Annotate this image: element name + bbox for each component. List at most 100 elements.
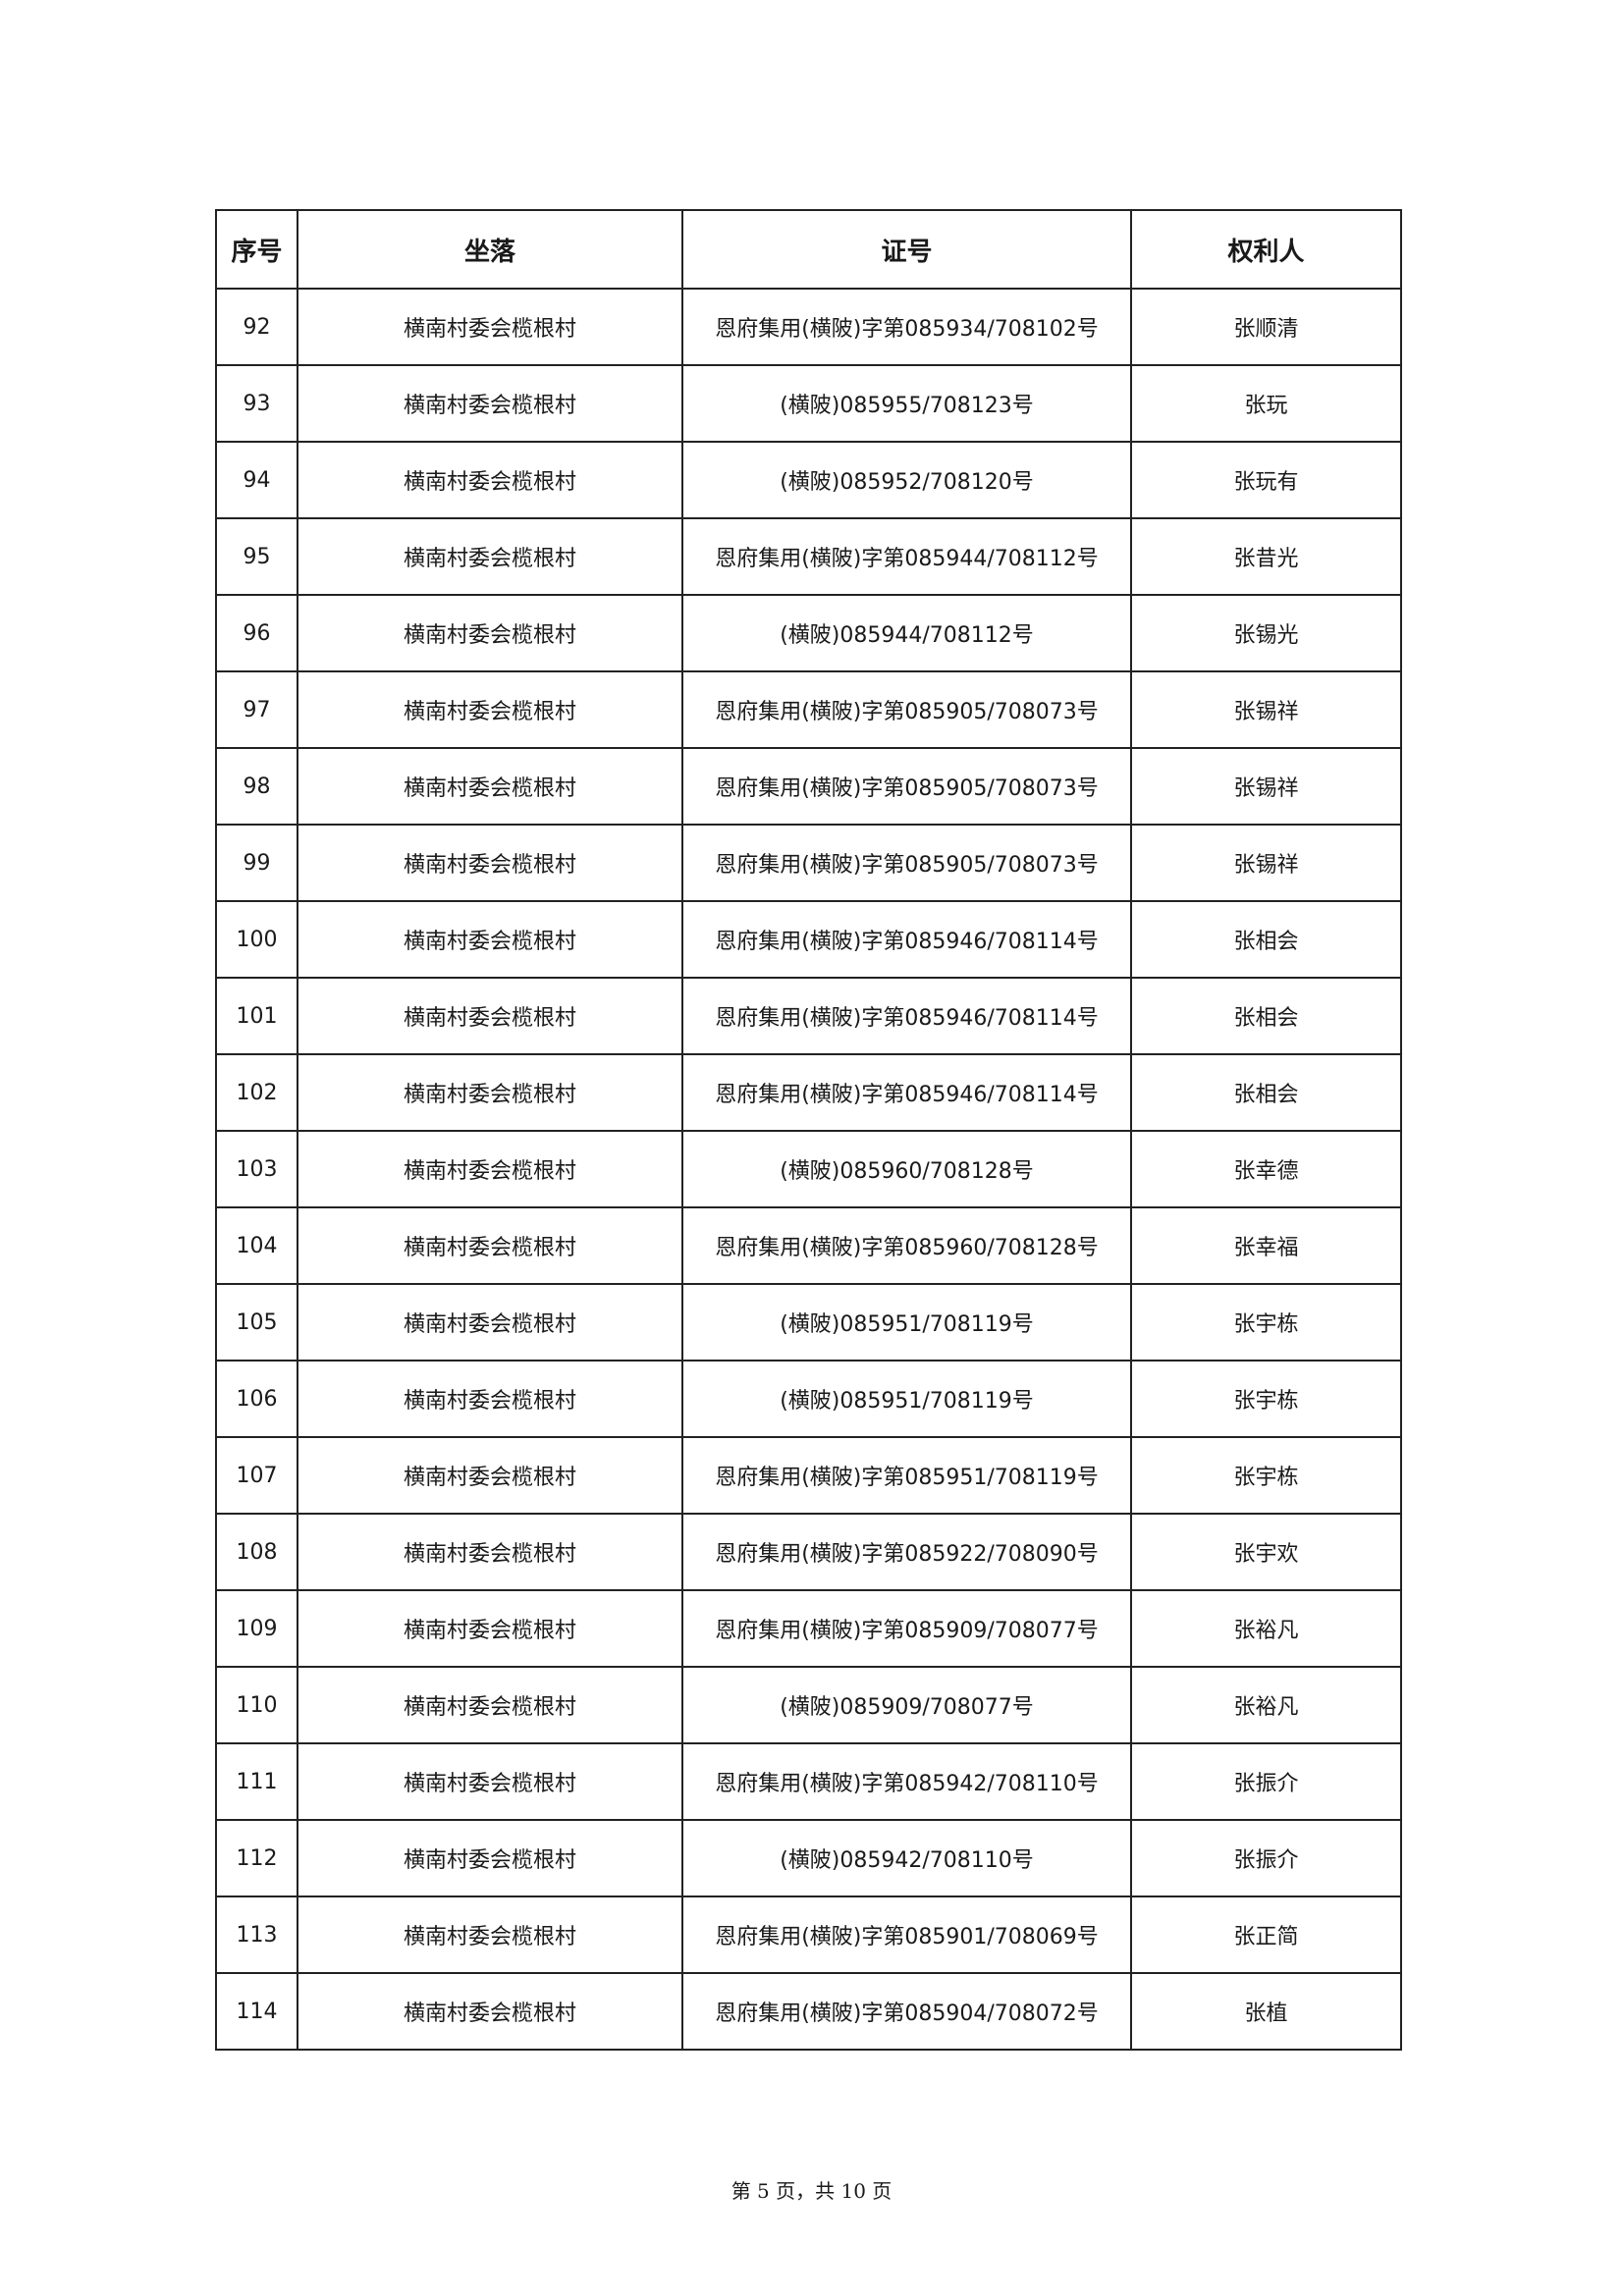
cell-location: 横南村委会榄根村 [297, 900, 683, 979]
cell-location: 横南村委会榄根村 [297, 1513, 683, 1591]
cell-owner: 张相会 [1130, 1053, 1402, 1132]
cell-certificate: 恩府集用(横陂)字第085905/708073号 [681, 824, 1132, 902]
cell-owner: 张锡祥 [1130, 670, 1402, 749]
cell-certificate: 恩府集用(横陂)字第085951/708119号 [681, 1436, 1132, 1515]
table-row: 110 横南村委会榄根村 (横陂)085909/708077号 张裕凡 [215, 1666, 1402, 1744]
cell-location: 横南村委会榄根村 [297, 288, 683, 366]
table-row: 104 横南村委会榄根村 恩府集用(横陂)字第085960/708128号 张幸福 [215, 1206, 1402, 1285]
cell-certificate: (横陂)085909/708077号 [681, 1666, 1132, 1744]
table-row: 97 横南村委会榄根村 恩府集用(横陂)字第085905/708073号 张锡祥 [215, 670, 1402, 749]
cell-owner: 张植 [1130, 1972, 1402, 2051]
page-number: 第 5 页，共 10 页 [730, 2179, 893, 2203]
cell-location: 横南村委会榄根村 [297, 977, 683, 1055]
cell-location: 横南村委会榄根村 [297, 1283, 683, 1362]
table-row: 99 横南村委会榄根村 恩府集用(横陂)字第085905/708073号 张锡祥 [215, 824, 1402, 902]
table-row: 108 横南村委会榄根村 恩府集用(横陂)字第085922/708090号 张宇欢 [215, 1513, 1402, 1591]
cell-location: 横南村委会榄根村 [297, 1360, 683, 1438]
table-row: 114 横南村委会榄根村 恩府集用(横陂)字第085904/708072号 张植 [215, 1972, 1402, 2051]
cell-certificate: (横陂)085942/708110号 [681, 1819, 1132, 1897]
cell-certificate: 恩府集用(横陂)字第085946/708114号 [681, 977, 1132, 1055]
cell-owner: 张宇栋 [1130, 1360, 1402, 1438]
cell-certificate: (横陂)085955/708123号 [681, 364, 1132, 443]
cell-certificate: 恩府集用(横陂)字第085904/708072号 [681, 1972, 1132, 2051]
cell-location: 横南村委会榄根村 [297, 824, 683, 902]
cell-owner: 张锡光 [1130, 594, 1402, 672]
cell-certificate: 恩府集用(横陂)字第085946/708114号 [681, 1053, 1132, 1132]
cell-owner: 张幸福 [1130, 1206, 1402, 1285]
header-index: 序号 [215, 209, 298, 290]
cell-location: 横南村委会榄根村 [297, 1206, 683, 1285]
cell-owner: 张裕凡 [1130, 1589, 1402, 1668]
table-row: 100 横南村委会榄根村 恩府集用(横陂)字第085946/708114号 张相会 [215, 900, 1402, 979]
cell-certificate: 恩府集用(横陂)字第085946/708114号 [681, 900, 1132, 979]
cell-owner: 张振介 [1130, 1742, 1402, 1821]
cell-index: 96 [215, 594, 298, 672]
table-row: 103 横南村委会榄根村 (横陂)085960/708128号 张幸德 [215, 1130, 1402, 1208]
cell-certificate: 恩府集用(横陂)字第085905/708073号 [681, 747, 1132, 826]
cell-index: 102 [215, 1053, 298, 1132]
cell-owner: 张昔光 [1130, 517, 1402, 596]
cell-index: 104 [215, 1206, 298, 1285]
registry-table: 序号 坐落 证号 权利人 92 横南村委会榄根村 恩府集用(横陂)字第085934/… [215, 209, 1402, 2051]
cell-index: 109 [215, 1589, 298, 1668]
cell-certificate: (横陂)085951/708119号 [681, 1360, 1132, 1438]
table-row: 94 横南村委会榄根村 (横陂)085952/708120号 张玩有 [215, 441, 1402, 519]
header-location: 坐落 [297, 209, 683, 290]
cell-owner: 张顺清 [1130, 288, 1402, 366]
cell-location: 横南村委会榄根村 [297, 517, 683, 596]
cell-certificate: (横陂)085960/708128号 [681, 1130, 1132, 1208]
cell-index: 99 [215, 824, 298, 902]
cell-index: 105 [215, 1283, 298, 1362]
table-row: 93 横南村委会榄根村 (横陂)085955/708123号 张玩 [215, 364, 1402, 443]
cell-index: 103 [215, 1130, 298, 1208]
table-header-row: 序号 坐落 证号 权利人 [215, 209, 1402, 290]
cell-index: 94 [215, 441, 298, 519]
cell-owner: 张宇栋 [1130, 1283, 1402, 1362]
cell-certificate: 恩府集用(横陂)字第085942/708110号 [681, 1742, 1132, 1821]
cell-index: 95 [215, 517, 298, 596]
cell-location: 横南村委会榄根村 [297, 364, 683, 443]
cell-location: 横南村委会榄根村 [297, 670, 683, 749]
cell-index: 101 [215, 977, 298, 1055]
cell-owner: 张玩 [1130, 364, 1402, 443]
cell-location: 横南村委会榄根村 [297, 1589, 683, 1668]
table-row: 92 横南村委会榄根村 恩府集用(横陂)字第085934/708102号 张顺清 [215, 288, 1402, 366]
cell-index: 111 [215, 1742, 298, 1821]
table-row: 109 横南村委会榄根村 恩府集用(横陂)字第085909/708077号 张裕凡 [215, 1589, 1402, 1668]
cell-owner: 张锡祥 [1130, 747, 1402, 826]
cell-certificate: 恩府集用(横陂)字第085934/708102号 [681, 288, 1132, 366]
cell-certificate: (横陂)085951/708119号 [681, 1283, 1132, 1362]
cell-certificate: 恩府集用(横陂)字第085922/708090号 [681, 1513, 1132, 1591]
cell-index: 93 [215, 364, 298, 443]
table-row: 95 横南村委会榄根村 恩府集用(横陂)字第085944/708112号 张昔光 [215, 517, 1402, 596]
cell-index: 112 [215, 1819, 298, 1897]
cell-owner: 张锡祥 [1130, 824, 1402, 902]
cell-location: 横南村委会榄根村 [297, 1130, 683, 1208]
table-row: 107 横南村委会榄根村 恩府集用(横陂)字第085951/708119号 张宇栋 [215, 1436, 1402, 1515]
cell-location: 横南村委会榄根村 [297, 441, 683, 519]
cell-certificate: (横陂)085952/708120号 [681, 441, 1132, 519]
table-row: 112 横南村委会榄根村 (横陂)085942/708110号 张振介 [215, 1819, 1402, 1897]
cell-certificate: 恩府集用(横陂)字第085905/708073号 [681, 670, 1132, 749]
cell-certificate: 恩府集用(横陂)字第085901/708069号 [681, 1896, 1132, 1974]
cell-index: 108 [215, 1513, 298, 1591]
cell-index: 107 [215, 1436, 298, 1515]
table-row: 105 横南村委会榄根村 (横陂)085951/708119号 张宇栋 [215, 1283, 1402, 1362]
header-certificate: 证号 [681, 209, 1132, 290]
cell-owner: 张玩有 [1130, 441, 1402, 519]
cell-index: 110 [215, 1666, 298, 1744]
cell-index: 113 [215, 1896, 298, 1974]
table-row: 98 横南村委会榄根村 恩府集用(横陂)字第085905/708073号 张锡祥 [215, 747, 1402, 826]
cell-owner: 张正简 [1130, 1896, 1402, 1974]
cell-index: 92 [215, 288, 298, 366]
cell-certificate: 恩府集用(横陂)字第085960/708128号 [681, 1206, 1132, 1285]
cell-location: 横南村委会榄根村 [297, 1819, 683, 1897]
cell-location: 横南村委会榄根村 [297, 1436, 683, 1515]
cell-location: 横南村委会榄根村 [297, 747, 683, 826]
cell-owner: 张振介 [1130, 1819, 1402, 1897]
cell-index: 97 [215, 670, 298, 749]
cell-location: 横南村委会榄根村 [297, 594, 683, 672]
cell-owner: 张幸德 [1130, 1130, 1402, 1208]
cell-index: 114 [215, 1972, 298, 2051]
table-row: 111 横南村委会榄根村 恩府集用(横陂)字第085942/708110号 张振介 [215, 1742, 1402, 1821]
